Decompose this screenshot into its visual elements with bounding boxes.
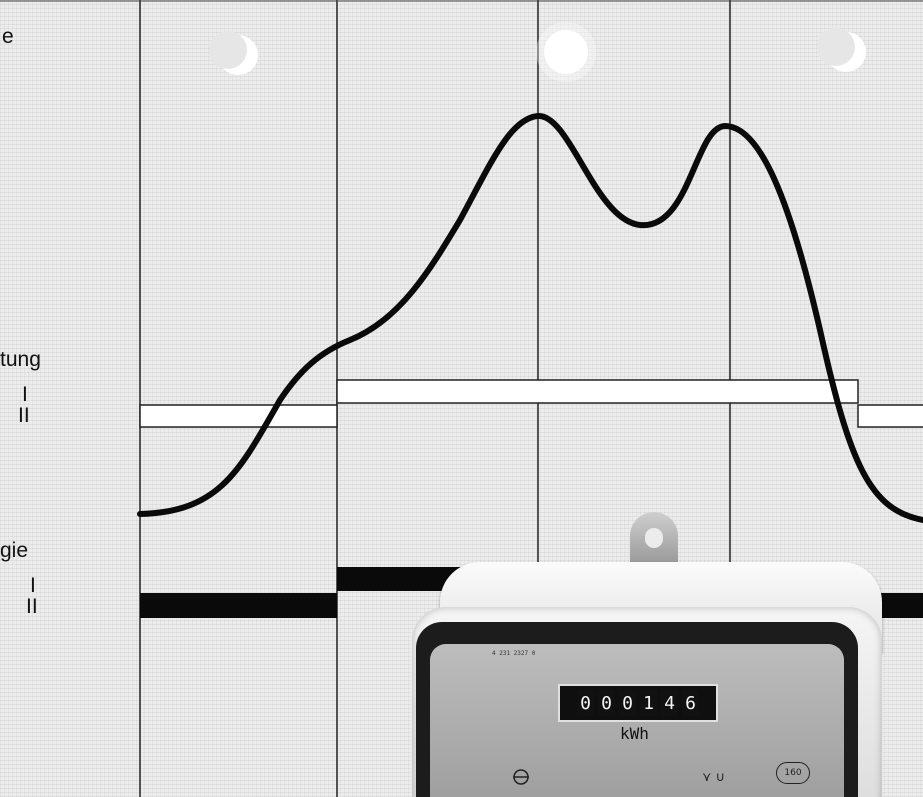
sun-icon [536, 22, 596, 82]
counter-digit: 6 [682, 690, 699, 716]
phase-symbol-icon [513, 769, 529, 785]
counter-digit: 1 [640, 690, 657, 716]
counter-digit: 4 [661, 690, 678, 716]
energy-tariff-label-2: II [26, 595, 38, 618]
meter-rating-badge: 160 [776, 762, 810, 784]
power-tariff-band-low [139, 404, 338, 428]
meter-counter: 0 0 0 1 4 6 [558, 684, 718, 722]
moon-icon [817, 28, 866, 72]
moon-icon [209, 31, 258, 75]
load-curve [137, 112, 923, 523]
meter-serial: 4 231 2327 0 [492, 650, 536, 657]
energy-tariff-label-1: I [30, 574, 36, 597]
meter-unit: kWh [620, 724, 649, 743]
row-label-power: tung [0, 348, 41, 371]
electricity-meter: 4 231 2327 0 0 0 0 1 4 6 kWh ⋎ ∪ 160 [412, 512, 882, 797]
counter-digit: 0 [598, 690, 615, 716]
meter-window: 4 231 2327 0 0 0 0 1 4 6 kWh ⋎ ∪ 160 [416, 622, 858, 797]
row-label-top: e [2, 25, 14, 48]
counter-digit: 0 [619, 690, 636, 716]
power-tariff-label-1: I [22, 383, 28, 406]
meter-symbols: ⋎ ∪ [702, 770, 726, 785]
counter-digit: 0 [577, 690, 594, 716]
power-tariff-band-low [857, 404, 923, 428]
power-tariff-label-2: II [18, 404, 30, 427]
meter-hanger-hole [645, 528, 663, 548]
row-label-energy: gie [0, 539, 29, 562]
meter-face: 4 231 2327 0 0 0 0 1 4 6 kWh ⋎ ∪ 160 [430, 644, 844, 797]
power-tariff-band-high [336, 379, 859, 404]
energy-tariff-band-low [140, 593, 337, 618]
energy-tariff-band-low [880, 593, 923, 618]
